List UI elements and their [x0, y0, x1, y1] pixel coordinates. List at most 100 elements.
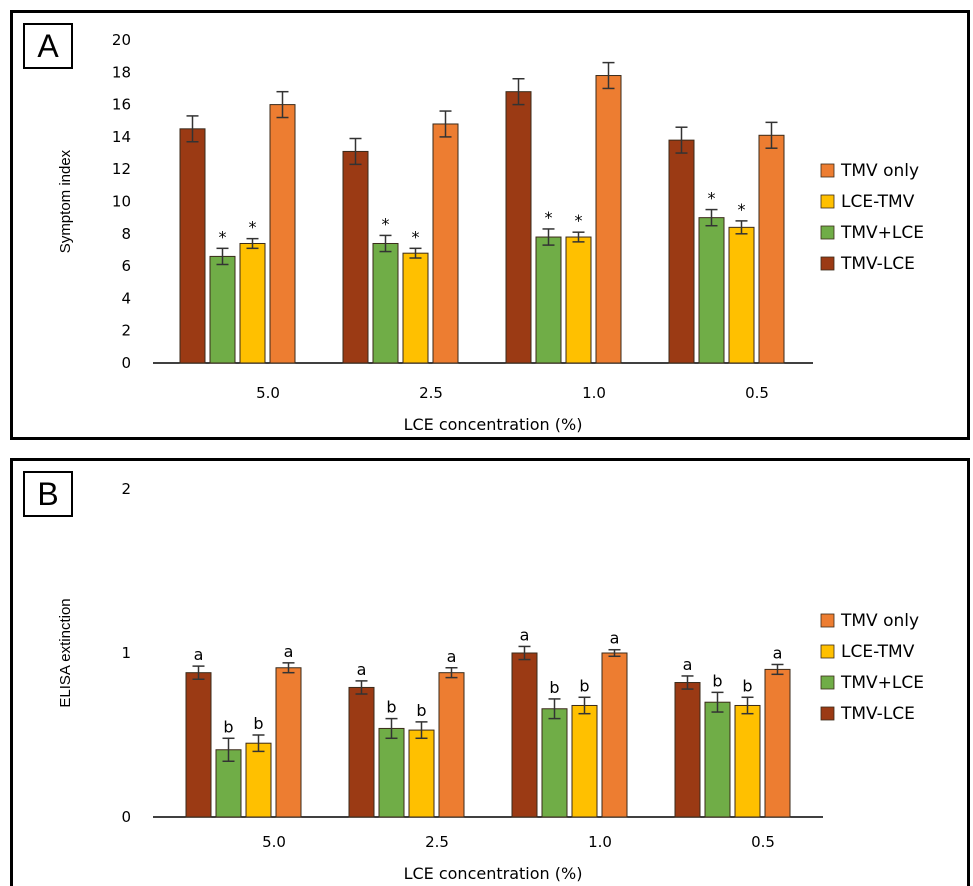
legend-swatch — [820, 194, 835, 209]
significance-mark: * — [545, 208, 553, 227]
legend-swatch — [820, 256, 835, 271]
error-bar — [681, 675, 694, 690]
bar — [348, 686, 375, 818]
significance-mark: * — [249, 218, 257, 237]
bar — [408, 729, 435, 818]
bar — [438, 672, 465, 818]
y-tick-label: 12 — [112, 160, 131, 178]
chart-panel-b: B 0 1 2 ELISA extinction a b b a 5.0 a b b a 2.5 a b b a 1… — [10, 458, 970, 886]
error-bar — [608, 648, 621, 658]
significance-mark: a — [773, 643, 783, 662]
legend-entry: LCE-TMV — [841, 642, 915, 662]
error-bar — [409, 247, 422, 259]
bar — [704, 701, 731, 818]
legend-swatch — [820, 225, 835, 240]
legend-swatch — [820, 706, 835, 721]
significance-mark: b — [253, 714, 263, 733]
bar — [595, 75, 622, 364]
error-bar — [385, 717, 398, 740]
error-bar — [572, 231, 585, 243]
bar — [185, 672, 212, 818]
y-tick-label: 6 — [121, 257, 131, 275]
y-tick-label: 2 — [121, 480, 131, 498]
panel-label-a: A — [23, 23, 73, 69]
bar — [505, 91, 532, 364]
error-bar — [741, 696, 754, 715]
legend-entry: TMV+LCE — [840, 673, 924, 693]
legend-entry: TMV-LCE — [840, 704, 915, 724]
significance-mark: * — [575, 211, 583, 230]
bar — [668, 139, 695, 364]
x-tick-label: 0.5 — [745, 384, 769, 402]
error-bar — [512, 78, 525, 106]
bar — [601, 652, 628, 818]
error-bar — [192, 665, 205, 680]
y-tick-label: 18 — [112, 63, 131, 81]
bar — [179, 128, 206, 364]
bar — [342, 150, 369, 364]
x-axis-title: LCE concentration (%) — [404, 864, 583, 883]
error-bar — [252, 734, 265, 753]
error-bar — [711, 691, 724, 713]
y-tick-label: 8 — [121, 225, 131, 243]
significance-mark: a — [194, 645, 204, 664]
y-tick-label: 14 — [112, 128, 131, 146]
error-bar — [735, 220, 748, 235]
error-bar — [675, 126, 688, 154]
bar — [378, 727, 405, 818]
x-tick-label: 1.0 — [588, 833, 612, 851]
significance-mark: a — [357, 660, 367, 679]
error-bar — [349, 137, 362, 166]
error-bar — [705, 208, 718, 227]
error-bar — [276, 90, 289, 119]
bar — [541, 708, 568, 818]
legend-entry: TMV+LCE — [840, 223, 924, 243]
bar — [764, 668, 791, 818]
y-tick-label: 4 — [121, 289, 131, 307]
error-bar — [355, 680, 368, 695]
significance-mark: b — [579, 676, 589, 695]
significance-mark: b — [742, 676, 752, 695]
significance-mark: a — [284, 642, 294, 661]
bar — [245, 742, 272, 818]
error-bar — [542, 228, 555, 246]
y-axis-title: Symptom index — [57, 149, 74, 253]
error-bar — [379, 234, 392, 253]
legend-swatch — [820, 613, 835, 628]
bar — [209, 255, 236, 364]
legend-swatch — [820, 675, 835, 690]
x-tick-label: 2.5 — [425, 833, 449, 851]
legend-swatch — [820, 163, 835, 178]
significance-mark: * — [412, 227, 420, 246]
significance-mark: b — [712, 671, 722, 690]
x-tick-label: 0.5 — [751, 833, 775, 851]
bar — [571, 704, 598, 818]
y-tick-label: 0 — [121, 808, 131, 826]
chart-a-svg: 0 2 4 6 8 10 12 14 16 18 20 Symptom index * * 5.0 * * 2.5… — [57, 31, 924, 434]
bar — [432, 123, 459, 364]
y-tick-label: 2 — [121, 322, 131, 340]
error-bar — [602, 61, 615, 90]
significance-mark: a — [447, 647, 457, 666]
bar — [239, 242, 266, 364]
error-bar — [222, 737, 235, 762]
significance-mark: a — [610, 629, 620, 648]
bar — [728, 226, 755, 364]
legend-entry: LCE-TMV — [841, 192, 915, 212]
y-axis-title: ELISA extinction — [57, 598, 74, 707]
significance-mark: * — [382, 214, 390, 233]
significance-mark: * — [708, 189, 716, 208]
y-tick-label: 0 — [121, 354, 131, 372]
error-bar — [439, 110, 452, 138]
bar — [372, 242, 399, 364]
error-bar — [246, 237, 259, 250]
chart-panel-a: A 0 2 4 6 8 10 12 14 16 18 20 Symptom index * * 5.0 * * 2… — [10, 10, 970, 440]
bar — [698, 217, 725, 364]
bar — [511, 652, 538, 818]
bar — [269, 104, 296, 364]
significance-mark: b — [223, 717, 233, 736]
bar — [674, 682, 701, 818]
error-bar — [578, 696, 591, 715]
legend-entry: TMV only — [840, 611, 919, 631]
bar — [734, 704, 761, 818]
